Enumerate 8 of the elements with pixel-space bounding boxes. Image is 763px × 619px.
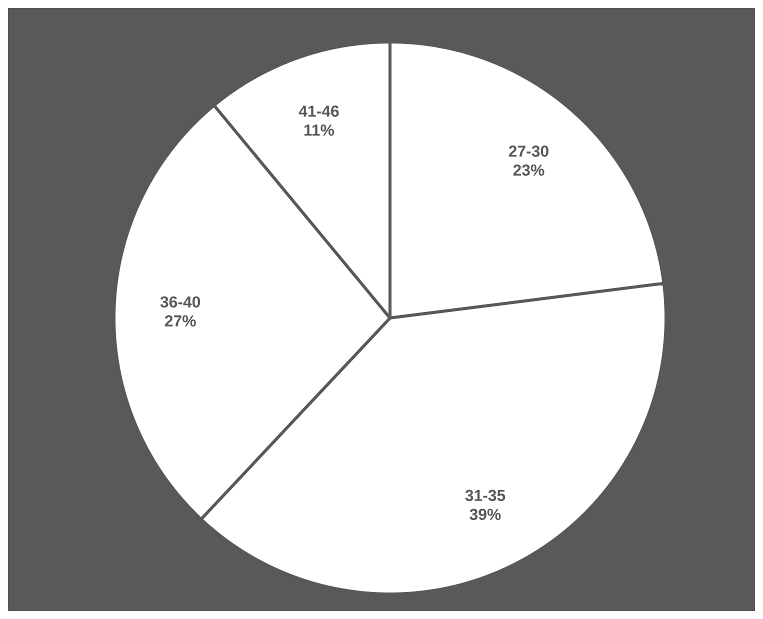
data-label: 23%	[513, 164, 544, 176]
slice-label: 41-46	[298, 106, 339, 117]
slice-label: 31-35	[465, 490, 506, 502]
data-label: 11%	[304, 124, 334, 136]
data-label: 39%	[470, 508, 501, 520]
slice-label: 27-30	[508, 146, 548, 157]
slice-label: 36-40	[160, 296, 200, 308]
data-label: 27%	[164, 315, 196, 326]
